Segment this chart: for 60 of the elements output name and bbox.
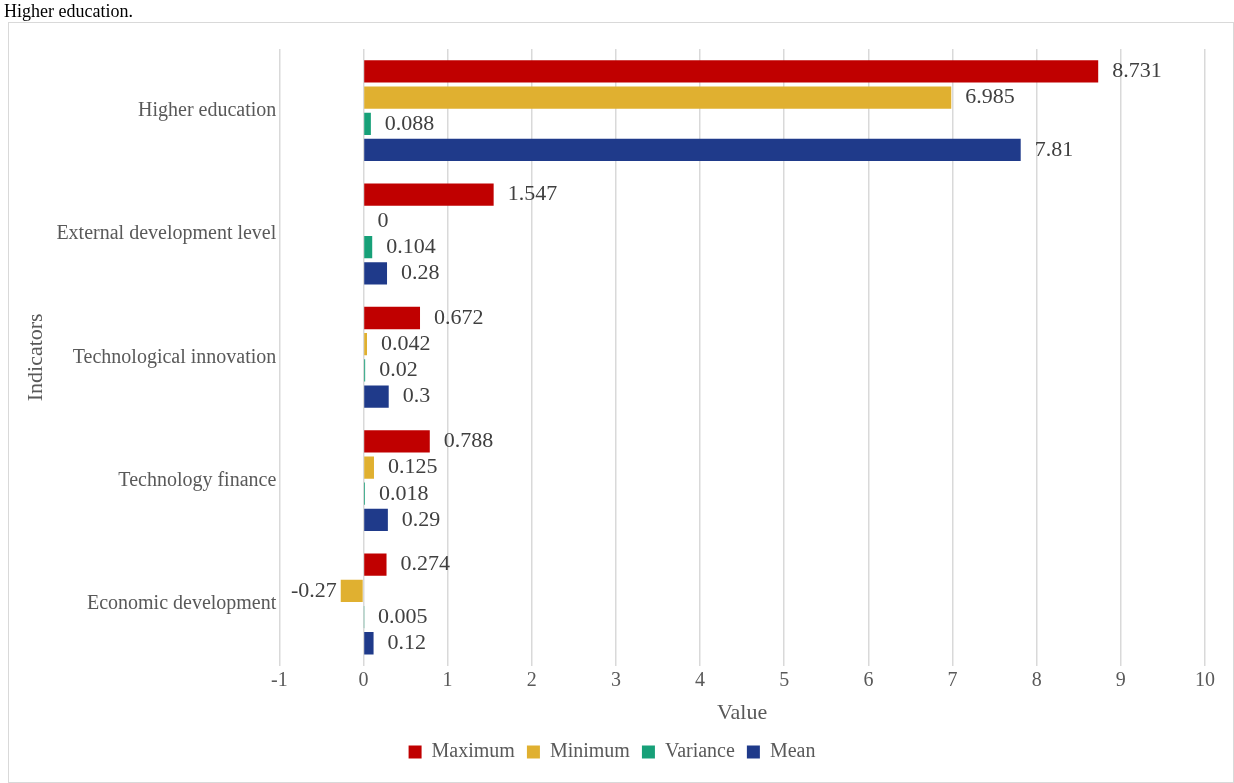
legend-label: Maximum: [431, 739, 516, 762]
x-tick-label: 1: [442, 667, 453, 690]
x-tick-label: 6: [863, 667, 874, 690]
data-label: 0.3: [402, 382, 431, 408]
bar: [364, 60, 1099, 83]
y-tick-label: External development level: [56, 221, 277, 245]
data-label: 0.12: [387, 629, 427, 655]
bar: [364, 456, 374, 479]
legend-label: Variance: [664, 739, 735, 762]
x-tick-label: 10: [1195, 667, 1215, 690]
x-tick-label: 9: [1115, 667, 1126, 690]
data-label: 6.985: [965, 83, 1015, 109]
bar: [364, 183, 494, 206]
x-tick-label: 0: [358, 667, 369, 690]
x-tick-label: 5: [779, 667, 790, 690]
text: Higher education.: [4, 0, 133, 22]
data-label: 0: [377, 206, 389, 232]
bar: [364, 430, 430, 453]
bar: [340, 579, 363, 602]
data-label: 0.125: [387, 453, 438, 479]
legend-label: Minimum: [549, 739, 631, 762]
data-label: -0.27: [290, 576, 337, 602]
bar: [364, 508, 388, 532]
data-label: 0.005: [377, 602, 428, 628]
legend-label: Mean: [769, 739, 816, 762]
data-label: 0.104: [386, 232, 436, 258]
data-label: 0.02: [379, 356, 418, 382]
y-tick-label: Technological innovation: [72, 344, 277, 368]
data-label: 8.731: [1112, 57, 1162, 83]
y-tick-label: Technology finance: [118, 467, 277, 491]
data-label: 0.672: [434, 303, 484, 329]
data-label: 0.788: [443, 427, 494, 453]
data-label: 0.28: [401, 259, 440, 285]
y-tick-label: Higher education: [138, 97, 277, 121]
bar: [364, 235, 373, 259]
bar: [364, 632, 374, 655]
x-tick-label: 7: [947, 667, 958, 690]
x-tick-label: 2: [526, 667, 537, 690]
x-tick-label: 8: [1031, 667, 1042, 690]
bar: [364, 333, 367, 356]
bar: [364, 138, 1021, 162]
data-label: 0.018: [378, 479, 429, 505]
y-tick-label: Economic development: [86, 591, 277, 615]
bar: [364, 262, 388, 285]
x-axis-title: Value: [717, 698, 768, 724]
x-tick-label: -1: [270, 667, 288, 690]
data-label: 0.042: [381, 329, 431, 355]
data-label: 0.29: [401, 505, 441, 531]
data-label: 0.274: [400, 550, 451, 576]
data-label: 0.088: [384, 109, 435, 135]
data-label: 7.81: [1034, 135, 1074, 161]
x-tick-label: 4: [695, 667, 706, 690]
bar: [364, 86, 952, 109]
bar: [364, 385, 389, 408]
bar: [364, 306, 421, 330]
data-label: 1.547: [507, 180, 558, 206]
bar: [364, 553, 387, 576]
x-tick-label: 3: [610, 667, 621, 690]
y-axis-title: Indicators: [21, 313, 47, 402]
bar: [364, 112, 371, 135]
